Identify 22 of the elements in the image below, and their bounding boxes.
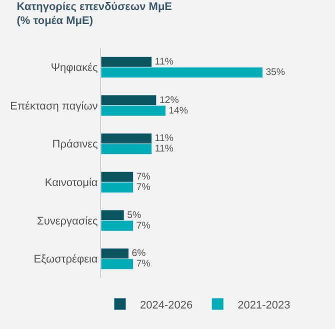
data-label: 11% bbox=[154, 133, 174, 144]
data-label: 11% bbox=[154, 144, 174, 155]
chart-subtitle: (% τομέα ΜμΕ) bbox=[16, 15, 94, 28]
legend-label: 2024-2026 bbox=[140, 299, 193, 312]
y-tick-label: Ψηφιακές bbox=[50, 62, 98, 74]
data-label: 12% bbox=[159, 94, 180, 106]
data-label: 11% bbox=[154, 56, 174, 68]
data-label: 7% bbox=[136, 220, 151, 232]
data-label: 7% bbox=[136, 258, 151, 270]
y-tick-label: Εξωστρέφεια bbox=[34, 254, 98, 266]
y-tick-label: Συνεργασίες bbox=[37, 215, 98, 228]
data-label: 5% bbox=[127, 210, 142, 221]
data-label: 6% bbox=[132, 248, 146, 260]
y-tick-label: Καινοτομία bbox=[44, 177, 98, 190]
y-tick-label: Πράσινες bbox=[52, 138, 98, 151]
y-tick-label: Επέκταση παγίων bbox=[10, 100, 98, 112]
chart-title: Κατηγορίες επενδύσεων ΜμΕ bbox=[16, 0, 172, 13]
data-label: 35% bbox=[266, 67, 286, 78]
data-label: 7% bbox=[136, 182, 151, 194]
data-label: 7% bbox=[136, 172, 151, 183]
data-label: 14% bbox=[168, 105, 188, 116]
legend-label: 2021-2023 bbox=[238, 299, 290, 312]
